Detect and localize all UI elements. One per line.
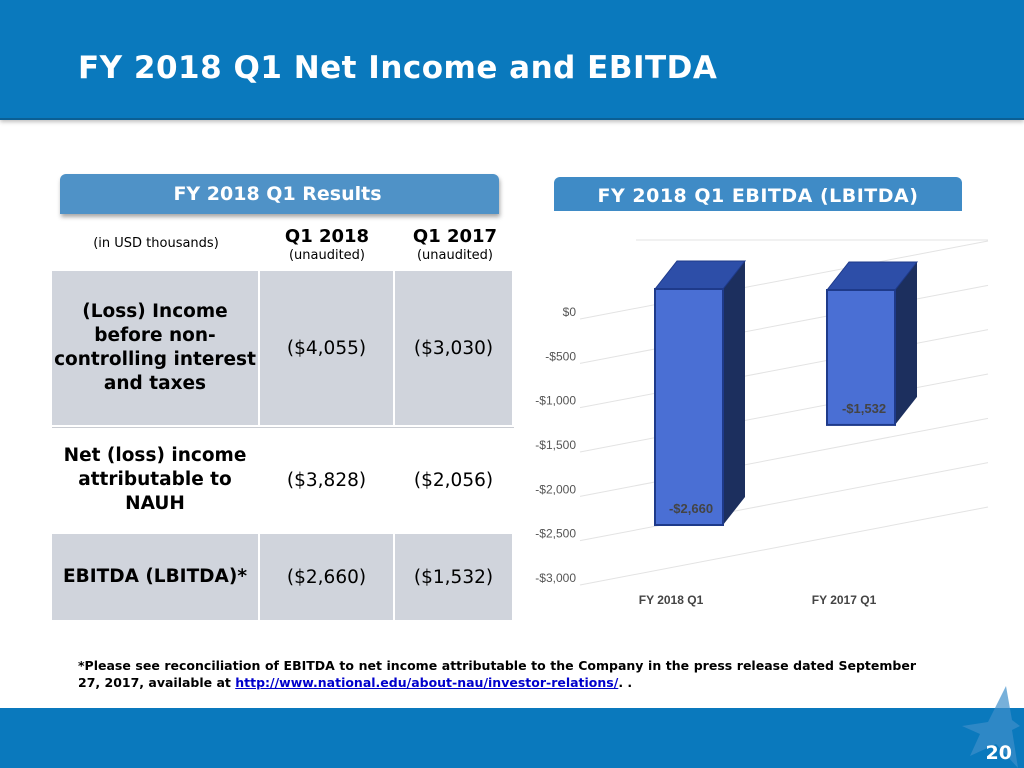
gridline	[579, 329, 989, 409]
footnote-text: *Please see reconciliation of EBITDA to …	[78, 658, 916, 690]
value-cell: ($3,828)	[260, 428, 395, 532]
column-header-q1-2018: Q1 2018 (unaudited)	[261, 226, 393, 263]
ebitda-chart-tab-label: FY 2018 Q1 EBITDA (LBITDA)	[597, 185, 919, 207]
results-tab: FY 2018 Q1 Results	[60, 174, 499, 214]
investor-relations-link[interactable]: http://www.national.edu/about-nau/invest…	[235, 675, 619, 690]
gridline	[579, 240, 989, 320]
ebitda-bar-chart: $0 -$500 -$1,000 -$1,500 -$2,000 -$2,500 -$3,0…	[535, 239, 989, 607]
gridline	[579, 462, 989, 542]
y-tick-label: -$2,000	[535, 482, 576, 496]
y-tick-label: -$1,000	[535, 394, 576, 408]
bar-side	[895, 262, 917, 425]
ebitda-chart-tab: FY 2018 Q1 EBITDA (LBITDA)	[554, 177, 962, 211]
row-label: Net (loss) income attributable to NAUH	[52, 428, 260, 532]
gridline	[579, 506, 989, 586]
x-tick-label: FY 2018 Q1	[639, 593, 704, 607]
bar	[826, 289, 896, 426]
y-tick-label: -$3,000	[535, 571, 576, 585]
star-logo-icon	[962, 686, 1020, 768]
table-row: (Loss) Income before non-controlling int…	[52, 271, 514, 427]
page-number: 20	[985, 742, 1012, 764]
column-header-label: Q1 2018	[284, 226, 370, 247]
column-header-q1-2017: Q1 2017 (unaudited)	[389, 226, 521, 263]
footnote: *Please see reconciliation of EBITDA to …	[78, 657, 916, 691]
value-cell: ($3,030)	[395, 271, 512, 425]
results-table: (Loss) Income before non-controlling int…	[52, 271, 514, 622]
footnote-suffix: . .	[618, 675, 633, 690]
value-cell: ($4,055)	[260, 271, 395, 425]
y-tick-label: -$500	[545, 349, 576, 363]
x-tick-label: FY 2017 Q1	[812, 593, 877, 607]
table-row: Net (loss) income attributable to NAUH (…	[52, 427, 514, 534]
table-row: EBITDA (LBITDA)* ($2,660) ($1,532)	[52, 534, 514, 622]
gridline	[579, 373, 989, 453]
value-cell: ($2,056)	[395, 428, 512, 532]
data-label: -$1,532	[842, 401, 886, 416]
bar	[654, 288, 724, 526]
page-title: FY 2018 Q1 Net Income and EBITDA	[78, 50, 718, 86]
gridline	[579, 417, 989, 497]
row-label: (Loss) Income before non-controlling int…	[52, 271, 260, 425]
footer-bar: 20	[0, 686, 1024, 768]
column-header-sub: (unaudited)	[416, 248, 494, 263]
gridline	[579, 284, 989, 364]
value-cell: ($1,532)	[395, 534, 512, 620]
column-header-sub: (unaudited)	[288, 248, 366, 263]
y-tick-label: -$1,500	[535, 438, 576, 452]
y-tick-label: $0	[563, 305, 577, 319]
row-label: EBITDA (LBITDA)*	[52, 534, 260, 620]
units-label: (in USD thousands)	[93, 236, 219, 251]
header-bar: FY 2018 Q1 Net Income and EBITDA	[0, 0, 1024, 120]
results-tab-label: FY 2018 Q1 Results	[173, 183, 382, 205]
bar-side	[723, 261, 745, 525]
value-cell: ($2,660)	[260, 534, 395, 620]
column-header-label: Q1 2017	[412, 226, 498, 247]
y-tick-label: -$2,500	[535, 527, 576, 541]
data-label: -$2,660	[669, 501, 713, 516]
